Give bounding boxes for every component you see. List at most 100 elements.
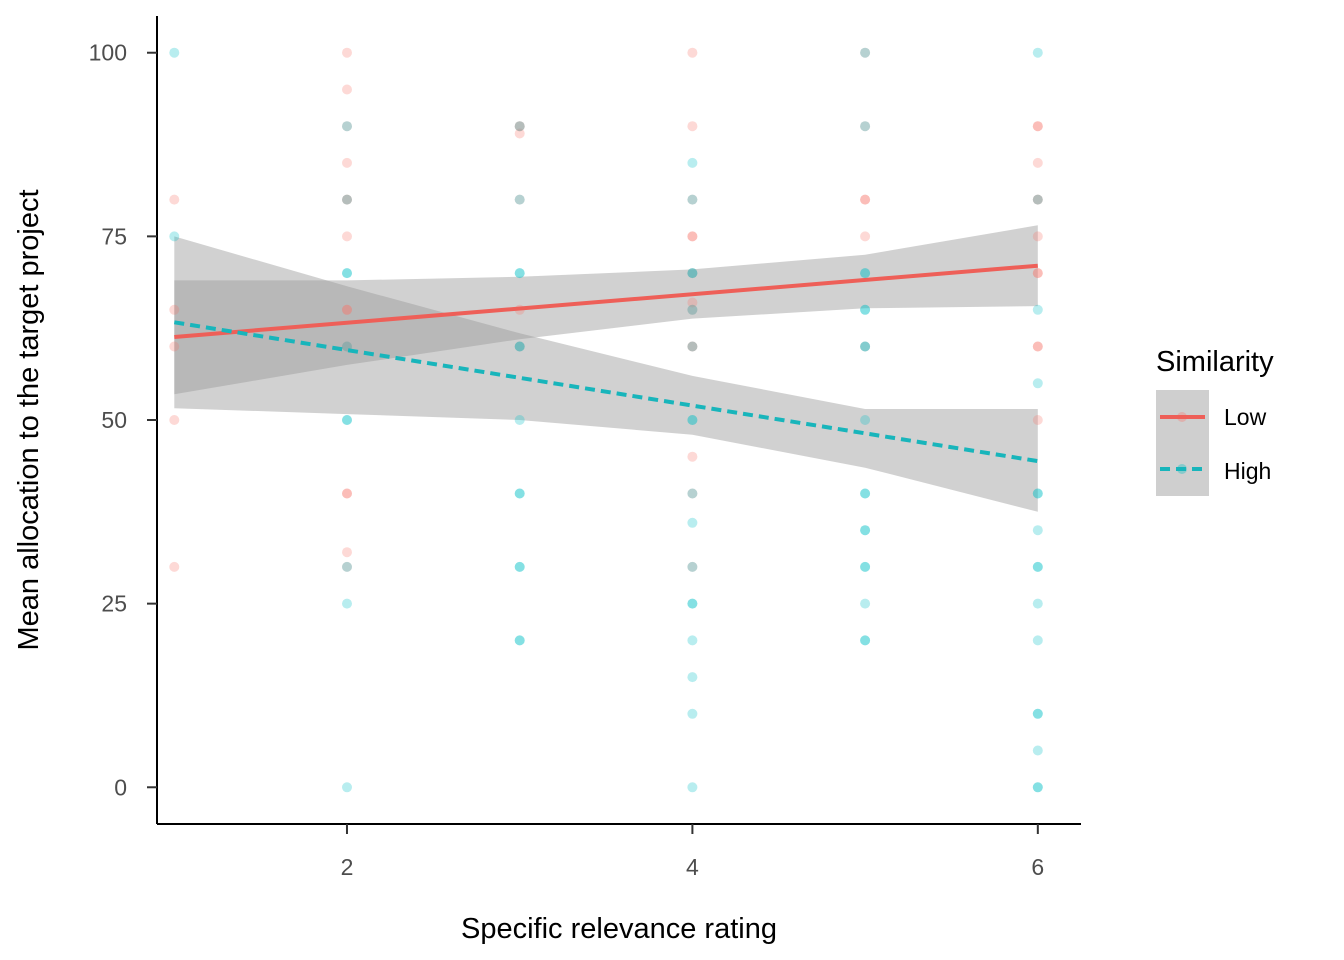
point-low: [860, 194, 871, 205]
point-low: [860, 194, 871, 205]
point-low: [342, 304, 352, 315]
point-low: [1032, 415, 1043, 425]
point-high: [687, 708, 698, 719]
point-high: [514, 415, 525, 425]
legend-key-high: [1160, 464, 1205, 474]
point-high: [1032, 708, 1043, 719]
point-high: [1032, 47, 1043, 58]
data-points: [169, 47, 1043, 793]
point-high: [860, 121, 871, 132]
point-high: [342, 415, 352, 425]
point-high: [514, 194, 525, 205]
point-low: [1032, 268, 1043, 279]
point-high: [860, 561, 871, 572]
x-tick-label: 2: [341, 854, 354, 880]
point-high: [514, 561, 525, 572]
point-high: [687, 415, 698, 425]
point-high: [860, 341, 871, 352]
point-high: [1032, 525, 1043, 536]
point-high: [1032, 708, 1043, 719]
fit-line-high: [173, 320, 1039, 464]
point-low: [169, 561, 180, 572]
legend-key-low: [1160, 412, 1205, 422]
point-high: [687, 268, 698, 279]
point-high: [860, 598, 871, 609]
point-low: [342, 121, 352, 132]
point-low: [342, 561, 352, 572]
confidence-ribbons: [174, 225, 1038, 512]
point-low: [860, 341, 871, 352]
point-high: [687, 304, 698, 315]
point-high: [514, 635, 525, 646]
point-high: [1032, 782, 1043, 793]
point-high: [514, 341, 525, 352]
point-high: [1032, 598, 1043, 609]
point-low: [1032, 121, 1043, 132]
point-high: [860, 488, 871, 499]
point-high: [514, 635, 525, 646]
point-high: [860, 304, 871, 315]
point-high: [342, 268, 352, 279]
point-high: [342, 268, 352, 279]
point-high: [687, 598, 698, 609]
point-high: [342, 782, 352, 793]
point-low: [514, 194, 525, 205]
point-high: [1032, 194, 1043, 205]
point-high: [860, 561, 871, 572]
point-high: [860, 635, 871, 646]
point-high: [514, 488, 525, 499]
point-low: [687, 297, 698, 308]
y-tick-label: 50: [101, 407, 127, 433]
point-low: [514, 341, 525, 352]
point-high: [687, 268, 698, 279]
point-high: [687, 782, 698, 793]
point-high: [687, 598, 698, 609]
x-axis-title: Specific relevance rating: [461, 913, 777, 945]
point-high: [1032, 304, 1043, 315]
point-low: [1032, 157, 1043, 168]
legend-title: Similarity: [1156, 346, 1274, 378]
confidence-band-high: [174, 236, 1038, 512]
y-tick-label: 0: [114, 774, 127, 800]
point-high: [1032, 782, 1043, 793]
point-low: [342, 547, 352, 558]
point-high: [514, 561, 525, 572]
point-low: [687, 488, 698, 499]
point-low: [342, 304, 352, 315]
point-high: [514, 268, 525, 279]
point-high: [342, 121, 352, 132]
point-low: [860, 231, 871, 242]
point-low: [169, 304, 180, 315]
point-low: [687, 231, 698, 242]
point-high: [1032, 378, 1043, 389]
point-high: [687, 672, 698, 683]
point-low: [1032, 121, 1043, 132]
point-low: [342, 47, 352, 58]
point-low: [169, 415, 180, 425]
point-high: [687, 561, 698, 572]
legend: Similarity Low High: [1156, 346, 1274, 496]
point-high: [860, 304, 871, 315]
point-high: [687, 635, 698, 646]
point-low: [1032, 194, 1043, 205]
point-high: [687, 194, 698, 205]
y-tick-label: 25: [101, 591, 127, 617]
point-low: [514, 128, 525, 139]
point-high: [1032, 561, 1043, 572]
point-low: [1032, 268, 1043, 279]
point-high: [860, 635, 871, 646]
point-high: [687, 488, 698, 499]
point-high: [687, 415, 698, 425]
point-high: [687, 157, 698, 168]
point-low: [687, 561, 698, 572]
point-high: [1032, 488, 1043, 499]
point-low: [687, 47, 698, 58]
point-high: [342, 415, 352, 425]
point-low: [860, 121, 871, 132]
point-low: [860, 47, 871, 58]
point-high: [860, 488, 871, 499]
fit-line-low: [174, 263, 1038, 339]
point-high: [860, 47, 871, 58]
point-low: [687, 268, 698, 279]
